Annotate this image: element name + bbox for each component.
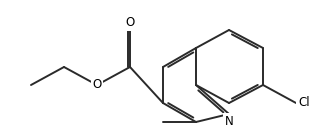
Text: O: O [92, 78, 102, 92]
Text: Cl: Cl [298, 97, 310, 109]
Text: O: O [126, 16, 135, 29]
Text: N: N [225, 115, 233, 128]
